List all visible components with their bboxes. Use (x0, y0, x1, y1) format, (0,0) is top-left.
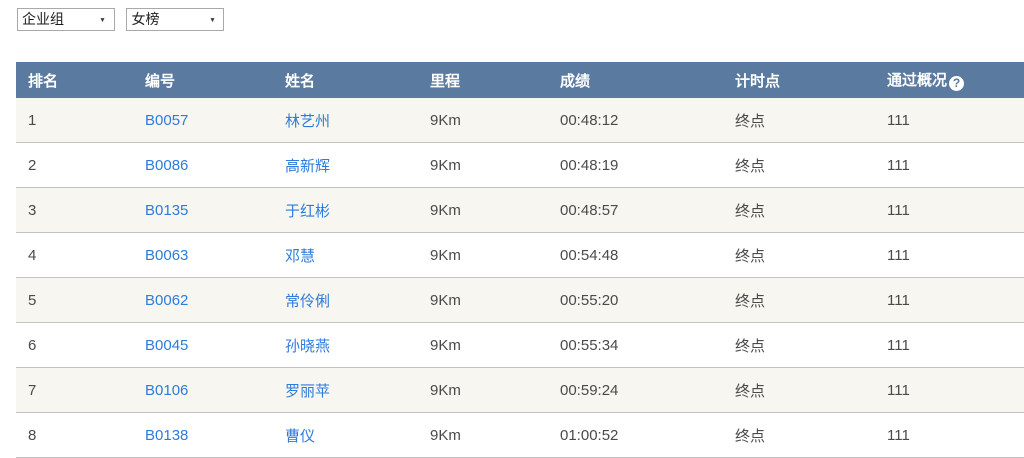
result-cell: 00:54:48 (560, 246, 619, 264)
checkpoint-cell: 终点 (735, 337, 766, 355)
bib-link[interactable]: B0057 (145, 111, 189, 129)
bib-cell: B0106 (133, 368, 273, 413)
name-link[interactable]: 邓慧 (285, 247, 316, 265)
distance-cell: 9Km (430, 111, 461, 129)
rank-cell: 7 (28, 381, 37, 399)
bib-cell: B0135 (133, 188, 273, 233)
pass-cell: 111 (887, 156, 910, 174)
bib-cell: B0062 (133, 278, 273, 323)
checkpoint-cell: 终点 (735, 292, 766, 310)
pass-cell: 111 (887, 336, 910, 354)
pass-cell: 111 (887, 381, 910, 399)
rank-cell: 6 (28, 336, 37, 354)
table-row: 1 B0057 林艺州 9Km 00:48:12 终点 111 (16, 98, 1024, 143)
result-cell: 00:55:20 (560, 291, 619, 309)
checkpoint-cell: 终点 (735, 382, 766, 400)
bib-cell: B0045 (133, 323, 273, 368)
bib-link[interactable]: B0086 (145, 156, 189, 174)
column-header-distance: 里程 (418, 62, 548, 98)
table-row: 4 B0063 邓慧 9Km 00:54:48 终点 111 (16, 232, 1024, 278)
checkpoint-cell: 终点 (735, 427, 766, 445)
column-header-rank: 排名 (16, 62, 133, 98)
group-select[interactable]: 企业组 (17, 8, 115, 31)
bib-link[interactable]: B0106 (145, 381, 189, 399)
board-select-wrap: 女榜 (126, 8, 225, 31)
name-cell: 林艺州 (273, 98, 418, 143)
name-link[interactable]: 罗丽苹 (285, 382, 331, 400)
name-link[interactable]: 常伶俐 (285, 292, 331, 310)
pass-cell: 111 (887, 246, 910, 264)
rank-cell: 1 (28, 111, 37, 129)
pass-cell: 111 (887, 291, 910, 309)
result-cell: 00:48:57 (560, 201, 619, 219)
rank-cell: 5 (28, 291, 37, 309)
bib-link[interactable]: B0045 (145, 336, 189, 354)
distance-cell: 9Km (430, 156, 461, 174)
result-cell: 01:00:52 (560, 426, 619, 444)
name-link[interactable]: 孙晓燕 (285, 337, 331, 355)
distance-cell: 9Km (430, 336, 461, 354)
column-header-pass-label: 通过概况 (887, 72, 948, 89)
column-header-name: 姓名 (273, 62, 418, 98)
bib-cell: B0057 (133, 98, 273, 143)
table-row: 6 B0045 孙晓燕 9Km 00:55:34 终点 111 (16, 322, 1024, 368)
column-header-checkpoint: 计时点 (723, 62, 875, 98)
distance-cell: 9Km (430, 426, 461, 444)
distance-cell: 9Km (430, 381, 461, 399)
bib-link[interactable]: B0062 (145, 291, 189, 309)
group-select-wrap: 企业组 (17, 8, 115, 31)
name-cell: 于红彬 (273, 188, 418, 233)
bib-cell: B0138 (133, 413, 273, 458)
rank-cell: 2 (28, 156, 37, 174)
table-row: 5 B0062 常伶俐 9Km 00:55:20 终点 111 (16, 277, 1024, 323)
result-cell: 00:55:34 (560, 336, 619, 354)
bib-link[interactable]: B0063 (145, 246, 189, 264)
name-link[interactable]: 曹仪 (285, 427, 316, 445)
column-header-bib: 编号 (133, 62, 273, 98)
result-cell: 00:48:19 (560, 156, 619, 174)
results-table: 排名 编号 姓名 里程 成绩 计时点 通过概况? 1 B0057 林艺州 9Km… (16, 62, 1024, 458)
checkpoint-cell: 终点 (735, 112, 766, 130)
table-row: 3 B0135 于红彬 9Km 00:48:57 终点 111 (16, 187, 1024, 233)
pass-cell: 111 (887, 111, 910, 129)
rank-cell: 4 (28, 246, 37, 264)
rank-cell: 3 (28, 201, 37, 219)
help-icon[interactable]: ? (949, 76, 965, 91)
result-cell: 00:48:12 (560, 111, 619, 129)
table-row: 7 B0106 罗丽苹 9Km 00:59:24 终点 111 (16, 367, 1024, 413)
bib-cell: B0063 (133, 233, 273, 278)
table-row: 8 B0138 曹仪 9Km 01:00:52 终点 111 (16, 412, 1024, 458)
distance-cell: 9Km (430, 201, 461, 219)
rank-cell: 8 (28, 426, 37, 444)
checkpoint-cell: 终点 (735, 157, 766, 175)
results-table-area: 排名 编号 姓名 里程 成绩 计时点 通过概况? 1 B0057 林艺州 9Km… (16, 62, 1024, 458)
name-cell: 曹仪 (273, 413, 418, 458)
name-link[interactable]: 于红彬 (285, 202, 331, 220)
table-row: 2 B0086 高新辉 9Km 00:48:19 终点 111 (16, 142, 1024, 188)
checkpoint-cell: 终点 (735, 247, 766, 265)
distance-cell: 9Km (430, 291, 461, 309)
bib-link[interactable]: B0138 (145, 426, 189, 444)
name-cell: 孙晓燕 (273, 323, 418, 368)
distance-cell: 9Km (430, 246, 461, 264)
column-header-pass: 通过概况? (875, 62, 1024, 98)
board-select[interactable]: 女榜 (126, 8, 225, 31)
name-link[interactable]: 林艺州 (285, 112, 331, 130)
bib-cell: B0086 (133, 143, 273, 188)
table-header-row: 排名 编号 姓名 里程 成绩 计时点 通过概况? (16, 62, 1024, 98)
pass-cell: 111 (887, 426, 910, 444)
pass-cell: 111 (887, 201, 910, 219)
checkpoint-cell: 终点 (735, 202, 766, 220)
result-cell: 00:59:24 (560, 381, 619, 399)
name-cell: 邓慧 (273, 233, 418, 278)
name-cell: 高新辉 (273, 143, 418, 188)
filter-bar: 企业组 女榜 (0, 0, 1024, 38)
bib-link[interactable]: B0135 (145, 201, 189, 219)
name-link[interactable]: 高新辉 (285, 157, 331, 175)
name-cell: 常伶俐 (273, 278, 418, 323)
name-cell: 罗丽苹 (273, 368, 418, 413)
column-header-result: 成绩 (548, 62, 723, 98)
